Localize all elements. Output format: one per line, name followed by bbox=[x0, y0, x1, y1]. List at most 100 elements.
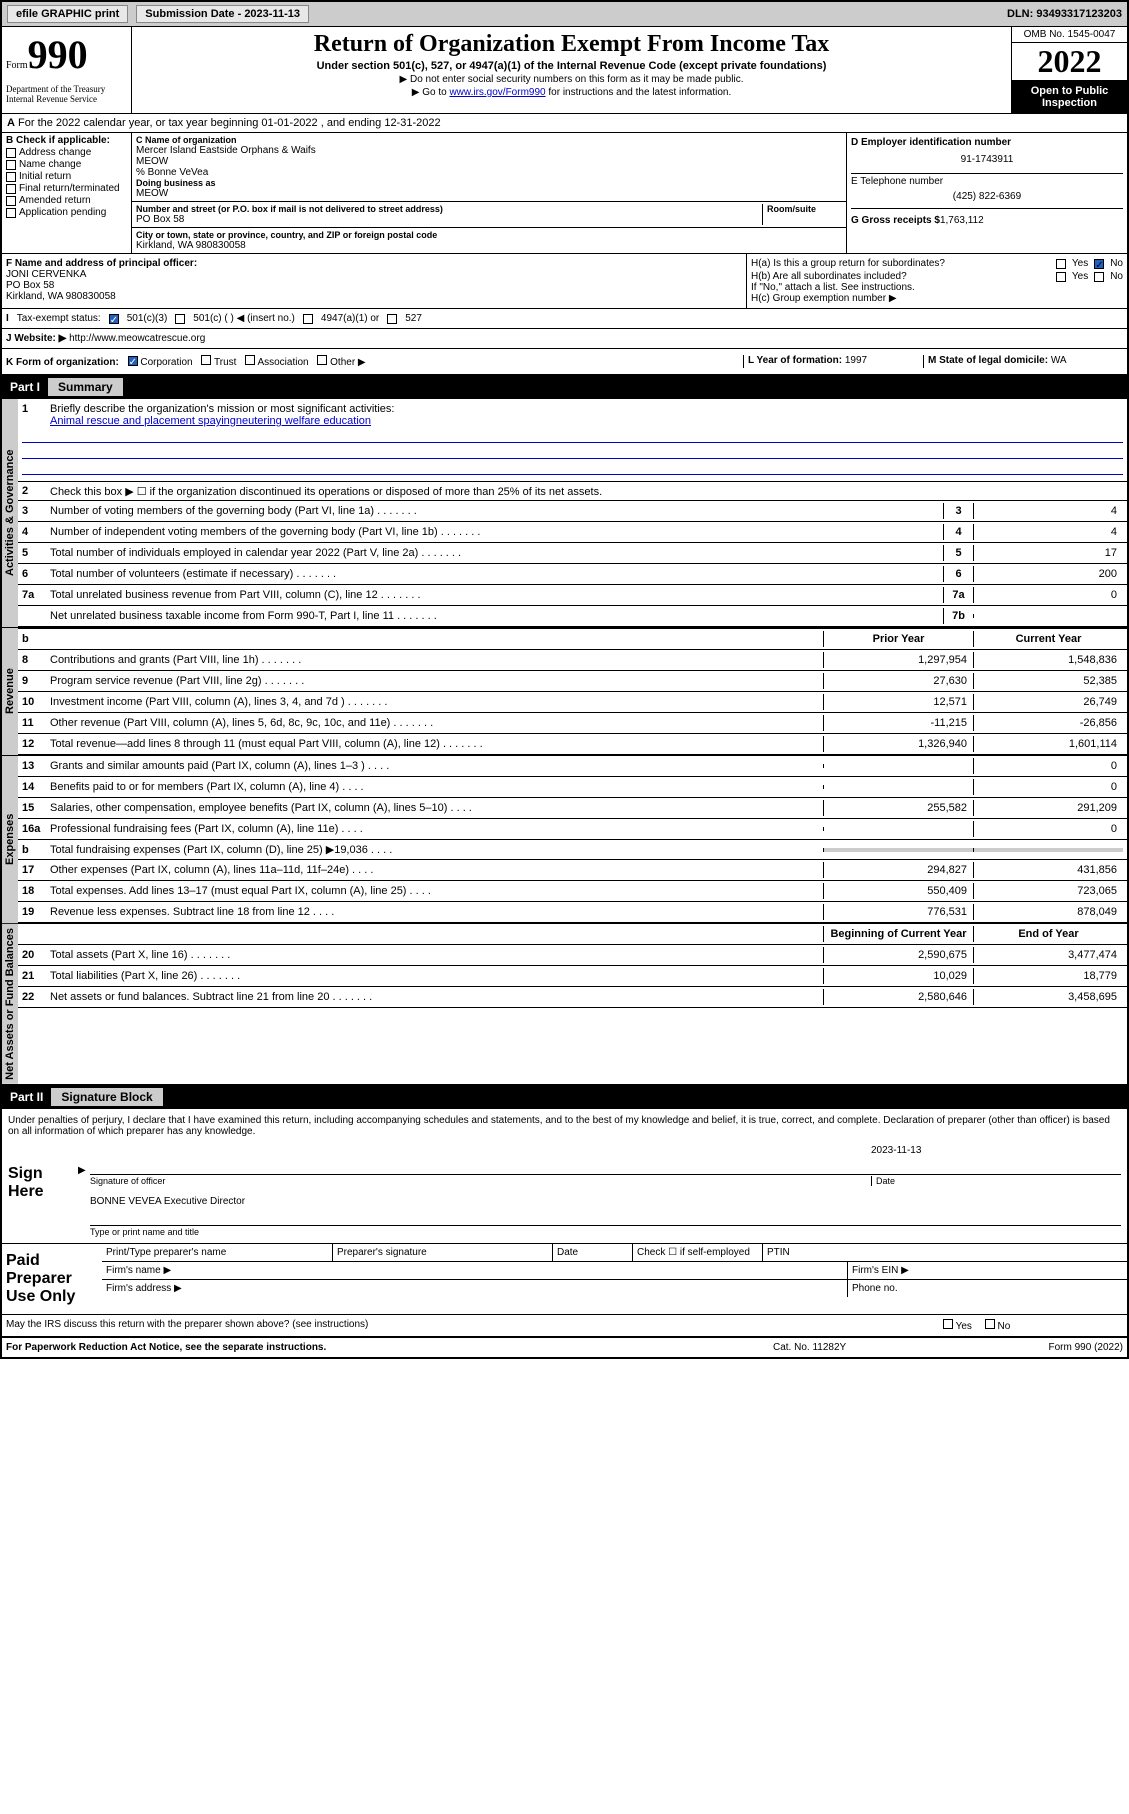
h-b-note: If "No," attach a list. See instructions… bbox=[751, 282, 1123, 293]
officer-addr2: Kirkland, WA 980830058 bbox=[6, 291, 742, 302]
mission-line bbox=[22, 445, 1123, 459]
discuss-yes[interactable] bbox=[943, 1319, 953, 1329]
chk-other[interactable] bbox=[317, 355, 327, 365]
city: Kirkland, WA 980830058 bbox=[136, 240, 842, 251]
signature-section: Under penalties of perjury, I declare th… bbox=[2, 1109, 1127, 1243]
website-value: http://www.meowcatrescue.org bbox=[69, 333, 205, 344]
arrow-icon: ▶ bbox=[78, 1165, 86, 1176]
prior-year-header: Prior Year bbox=[823, 631, 973, 647]
summary-row: 11Other revenue (Part VIII, column (A), … bbox=[18, 713, 1127, 734]
summary-row: 7aTotal unrelated business revenue from … bbox=[18, 585, 1127, 606]
efile-button[interactable]: efile GRAPHIC print bbox=[7, 5, 128, 23]
chk-amended-return[interactable]: Amended return bbox=[6, 195, 127, 206]
mission-text[interactable]: Animal rescue and placement spayingneute… bbox=[50, 415, 371, 427]
summary-row: Net unrelated business taxable income fr… bbox=[18, 606, 1127, 627]
row-j: J Website: ▶ http://www.meowcatrescue.or… bbox=[2, 329, 1127, 349]
gross-label: G Gross receipts $ bbox=[851, 215, 940, 226]
room-label: Room/suite bbox=[767, 204, 842, 214]
irs-link[interactable]: www.irs.gov/Form990 bbox=[449, 87, 545, 98]
summary-row: 21Total liabilities (Part X, line 26) . … bbox=[18, 966, 1127, 987]
chk-association[interactable] bbox=[245, 355, 255, 365]
summary-row: 5Total number of individuals employed in… bbox=[18, 543, 1127, 564]
state-domicile-label: M State of legal domicile: bbox=[928, 355, 1048, 366]
officer-addr1: PO Box 58 bbox=[6, 280, 742, 291]
box-f: F Name and address of principal officer:… bbox=[2, 254, 747, 308]
dln: DLN: 93493317123203 bbox=[1007, 8, 1122, 20]
declaration: Under penalties of perjury, I declare th… bbox=[8, 1115, 1121, 1137]
line1-label: Briefly describe the organization's miss… bbox=[50, 403, 394, 415]
part1-title: Summary bbox=[48, 378, 123, 396]
chk-address-change[interactable]: Address change bbox=[6, 147, 127, 158]
chk-application-pending[interactable]: Application pending bbox=[6, 207, 127, 218]
box-d: D Employer identification number 91-1743… bbox=[847, 133, 1127, 253]
h-b-yes[interactable] bbox=[1056, 272, 1066, 282]
preparer-sig-label: Preparer's signature bbox=[332, 1244, 552, 1261]
chk-501c[interactable] bbox=[175, 314, 185, 324]
chk-527[interactable] bbox=[387, 314, 397, 324]
line-a: A For the 2022 calendar year, or tax yea… bbox=[2, 114, 1127, 133]
discuss-no[interactable] bbox=[985, 1319, 995, 1329]
title-box: Return of Organization Exempt From Incom… bbox=[132, 27, 1012, 113]
chk-trust[interactable] bbox=[201, 355, 211, 365]
h-a-no[interactable]: ✓ bbox=[1094, 259, 1104, 269]
firm-name-label: Firm's name ▶ bbox=[102, 1262, 847, 1279]
chk-4947[interactable] bbox=[303, 314, 313, 324]
chk-name-change[interactable]: Name change bbox=[6, 159, 127, 170]
summary-row: 10Investment income (Part VIII, column (… bbox=[18, 692, 1127, 713]
summary-row: 20Total assets (Part X, line 16) . . . .… bbox=[18, 945, 1127, 966]
ein-label: D Employer identification number bbox=[851, 137, 1123, 148]
dba-label: Doing business as bbox=[136, 178, 842, 188]
ein: 91-1743911 bbox=[851, 148, 1123, 171]
dba: MEOW bbox=[136, 188, 842, 199]
org-name2: MEOW bbox=[136, 156, 842, 167]
gross-receipts: 1,763,112 bbox=[940, 215, 984, 226]
header: Form990 Department of the Treasury Inter… bbox=[2, 27, 1127, 114]
line2: Check this box ▶ ☐ if the organization d… bbox=[50, 485, 1123, 498]
end-year-header: End of Year bbox=[973, 926, 1123, 942]
part2-header: Part II Signature Block bbox=[2, 1085, 1127, 1109]
year-box: OMB No. 1545-0047 2022 Open to Public In… bbox=[1012, 27, 1127, 113]
sign-here-label: Sign Here bbox=[8, 1145, 78, 1237]
current-year-header: Current Year bbox=[973, 631, 1123, 647]
mission-line bbox=[22, 461, 1123, 475]
firm-ein-label: Firm's EIN ▶ bbox=[847, 1262, 1127, 1279]
summary-row: 14Benefits paid to or for members (Part … bbox=[18, 777, 1127, 798]
form-number: 990 bbox=[28, 32, 88, 77]
governance-label: Activities & Governance bbox=[2, 399, 18, 627]
summary-row: 17Other expenses (Part IX, column (A), l… bbox=[18, 860, 1127, 881]
chk-final-return[interactable]: Final return/terminated bbox=[6, 183, 127, 194]
chk-corporation[interactable]: ✓ bbox=[128, 356, 138, 366]
summary-row: 15Salaries, other compensation, employee… bbox=[18, 798, 1127, 819]
row-i: I Tax-exempt status: ✓501(c)(3) 501(c) (… bbox=[2, 309, 1127, 329]
part1-label: Part I bbox=[10, 380, 40, 394]
expenses-label: Expenses bbox=[2, 756, 18, 923]
part2-label: Part II bbox=[10, 1090, 43, 1104]
tax-status-label: Tax-exempt status: bbox=[17, 313, 101, 324]
h-a-yes[interactable] bbox=[1056, 259, 1066, 269]
sig-officer-label: Signature of officer bbox=[90, 1176, 871, 1186]
summary-row: 18Total expenses. Add lines 13–17 (must … bbox=[18, 881, 1127, 902]
row-f-h: F Name and address of principal officer:… bbox=[2, 254, 1127, 309]
part1-header: Part I Summary bbox=[2, 375, 1127, 399]
footer: For Paperwork Reduction Act Notice, see … bbox=[2, 1336, 1127, 1357]
h-b-no[interactable] bbox=[1094, 272, 1104, 282]
chk-initial-return[interactable]: Initial return bbox=[6, 171, 127, 182]
signer-name: BONNE VEVEA Executive Director bbox=[90, 1196, 1121, 1207]
org-name-label: C Name of organization bbox=[136, 135, 842, 145]
note-link: ▶ Go to www.irs.gov/Form990 for instruct… bbox=[136, 87, 1007, 98]
summary-row: 3Number of voting members of the governi… bbox=[18, 501, 1127, 522]
submission-date: Submission Date - 2023-11-13 bbox=[136, 5, 309, 23]
netassets-section: Net Assets or Fund Balances Beginning of… bbox=[2, 924, 1127, 1085]
summary-row: 13Grants and similar amounts paid (Part … bbox=[18, 756, 1127, 777]
preparer-name-label: Print/Type preparer's name bbox=[102, 1244, 332, 1261]
city-label: City or town, state or province, country… bbox=[136, 230, 842, 240]
phone: (425) 822-6369 bbox=[851, 187, 1123, 206]
chk-501c3[interactable]: ✓ bbox=[109, 314, 119, 324]
preparer-date-label: Date bbox=[552, 1244, 632, 1261]
netassets-label: Net Assets or Fund Balances bbox=[2, 924, 18, 1084]
omb-number: OMB No. 1545-0047 bbox=[1012, 27, 1127, 43]
org-care: % Bonne VeVea bbox=[136, 167, 842, 178]
website-label: Website: ▶ bbox=[14, 333, 66, 344]
expenses-section: Expenses 13Grants and similar amounts pa… bbox=[2, 756, 1127, 924]
box-b-header: B Check if applicable: bbox=[6, 135, 127, 146]
